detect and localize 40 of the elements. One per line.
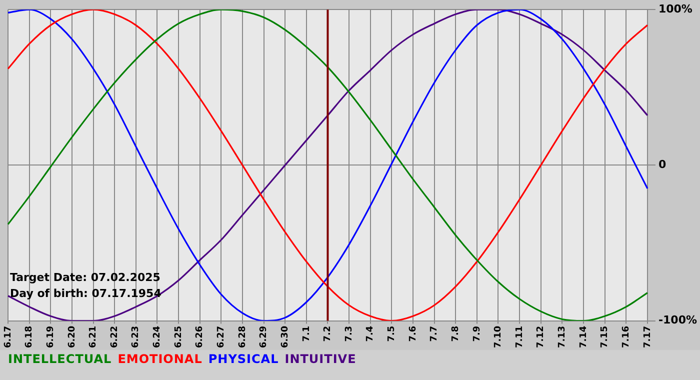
x-tick-label: 6.29 — [259, 326, 270, 348]
x-tick-label: 7.5 — [387, 326, 398, 342]
x-tick-label: 6.20 — [67, 326, 78, 348]
y-tick-label: 100% — [658, 2, 692, 16]
x-tick-label: 6.19 — [46, 326, 56, 348]
y-tick-label: 0 — [658, 158, 666, 172]
annotation: Day of birth: 07.17.1954 — [10, 286, 162, 300]
x-tick-label: 6.22 — [110, 326, 120, 348]
annotation: Target Date: 07.02.2025 — [10, 270, 160, 284]
x-tick-label: 7.7 — [430, 326, 440, 342]
x-tick-label: 6.23 — [131, 326, 142, 348]
x-tick-label: 6.21 — [88, 326, 99, 348]
x-tick-label: 7.13 — [558, 326, 568, 348]
x-tick-label: 6.18 — [24, 326, 35, 348]
x-tick-label: 6.24 — [152, 326, 163, 348]
text: INTUITIVE — [284, 352, 356, 366]
x-tick-label: 7.15 — [600, 326, 610, 348]
x-tick-label: 6.25 — [174, 326, 184, 348]
text: INTELLECTUAL — [8, 352, 112, 366]
x-tick-label: 7.16 — [621, 326, 632, 348]
x-tick-label: 7.10 — [494, 326, 504, 348]
y-tick-label: -100% — [658, 314, 698, 327]
x-tick-label: 7.8 — [450, 326, 461, 342]
text: EMOTIONAL — [118, 352, 202, 366]
x-tick-label: 7.4 — [366, 326, 376, 342]
x-tick-label: 7.9 — [472, 326, 482, 342]
x-tick-label: 7.14 — [578, 326, 589, 348]
x-tick-label: 6.30 — [280, 326, 290, 348]
x-tick-label: 7.11 — [514, 326, 525, 348]
x-tick-label: 7.2 — [323, 326, 334, 342]
x-tick-label: 6.26 — [195, 326, 206, 348]
x-tick-label: 7.3 — [344, 326, 354, 342]
text: PHYSICAL — [208, 352, 279, 366]
x-tick-label: 6.27 — [216, 326, 226, 348]
x-tick-label: 7.12 — [536, 326, 546, 348]
x-tick-label: 6.17 — [3, 326, 14, 348]
x-tick-label: 7.1 — [302, 326, 312, 342]
x-tick-label: 7.6 — [408, 326, 418, 342]
x-tick-label: 7.17 — [642, 326, 653, 348]
x-tick-label: 6.28 — [238, 326, 248, 348]
